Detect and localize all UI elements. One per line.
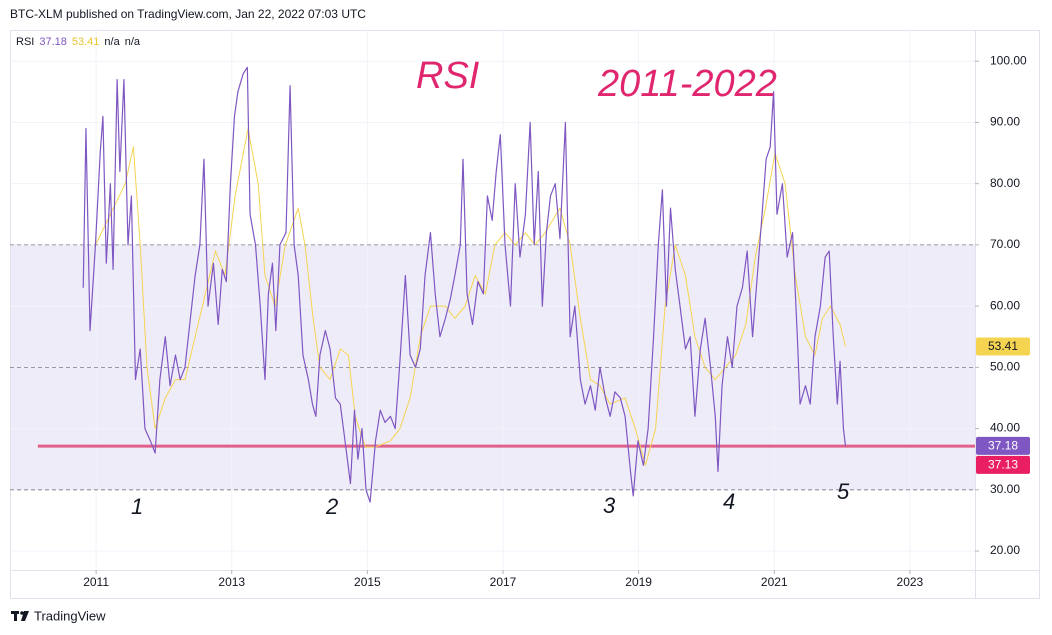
last-value-tag: 53.41 [988, 339, 1018, 353]
x-tick-label: 2021 [761, 575, 788, 589]
x-tick-label: 2019 [625, 575, 652, 589]
y-tick-label: 100.00 [990, 53, 1027, 67]
legend-value: 37.18 [39, 36, 67, 48]
x-tick-label: 2023 [897, 575, 924, 589]
hline-tag: 37.13 [988, 458, 1018, 472]
legend-title: RSI [16, 36, 34, 48]
plot-labels: 20.00 30.00 40.00 50.00 60.00 70.00 80.00 90.00… [16, 36, 1030, 589]
y-tick-label: 90.00 [990, 115, 1020, 129]
annotation: 5 [837, 479, 850, 504]
y-tick-label: 50.00 [990, 360, 1020, 374]
y-tick-label: 40.00 [990, 421, 1020, 435]
chart-frame [10, 30, 1040, 599]
last-value-tag: 37.18 [988, 439, 1018, 453]
annotation: 1 [131, 494, 143, 519]
legend-value: n/a [104, 36, 120, 48]
series-line [82, 66, 847, 503]
legend-value: n/a [125, 36, 141, 48]
footer-text: TradingView [34, 608, 106, 623]
x-tick-label: 2011 [83, 575, 109, 589]
y-tick-label: 70.00 [990, 237, 1020, 251]
x-tick-label: 2013 [218, 575, 245, 589]
header: BTC-XLM published on TradingView.com, Ja… [10, 7, 366, 21]
last-value-tag-box [976, 436, 1030, 455]
legend: RSI 37.18 53.41 n/a n/a [16, 36, 141, 48]
footer-logo [11, 611, 29, 621]
series-line [95, 128, 846, 466]
y-tick-label: 80.00 [990, 176, 1020, 190]
legend-value: 53.41 [72, 36, 100, 48]
x-tick-label: 2017 [490, 575, 517, 589]
plot-lines [37, 66, 975, 503]
annotation: RSI [416, 55, 480, 97]
last-value-tag-box [976, 337, 1030, 356]
y-tick-label: 60.00 [990, 298, 1020, 312]
annotation: 2011-2022 [597, 63, 777, 105]
plot-background [10, 30, 979, 574]
annotation: 2 [325, 494, 338, 519]
y-tick-label: 20.00 [990, 543, 1020, 557]
hline-tag-box [976, 455, 1030, 474]
x-tick-label: 2015 [354, 575, 381, 589]
annotation: 4 [723, 489, 735, 514]
annotation: 3 [603, 493, 616, 518]
y-tick-label: 30.00 [990, 482, 1020, 496]
